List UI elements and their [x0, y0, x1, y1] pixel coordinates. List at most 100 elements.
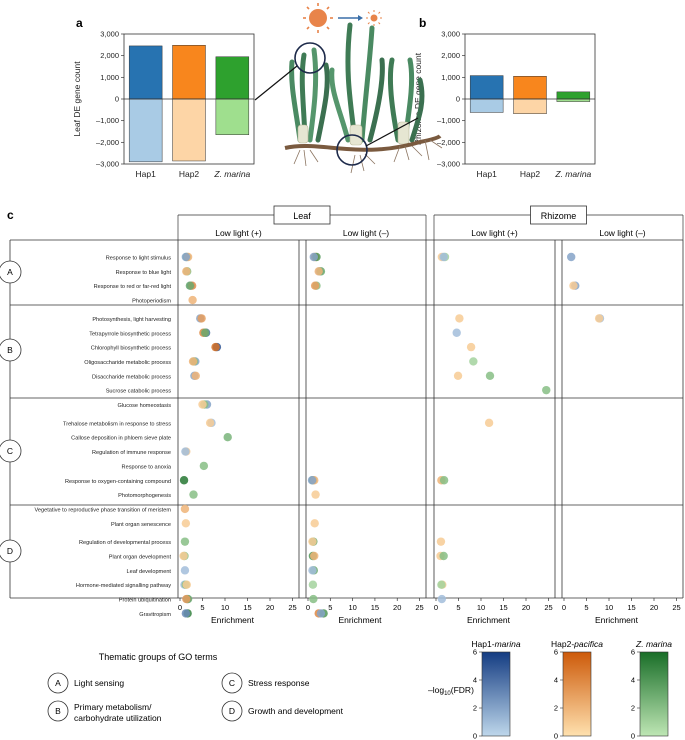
bar-down: [469, 98, 504, 113]
x-category-label: Z. marina: [213, 169, 250, 179]
x-axis-label: Enrichment: [211, 615, 255, 625]
legend-group-label: Primary metabolism/: [74, 702, 152, 712]
colorbar-tick-label: 6: [631, 648, 635, 657]
sun-large-icon: [303, 3, 333, 33]
tissue-header-box: [273, 205, 331, 225]
x-tick-label: 0: [306, 603, 310, 612]
enrichment-point: [466, 342, 476, 352]
x-tick-label: 15: [371, 603, 379, 612]
enrichment-point: [223, 433, 232, 442]
x-axis-label: Enrichment: [467, 615, 511, 625]
legend-title: Thematic groups of GO terms: [99, 652, 218, 662]
colorbar-tick-label: 4: [631, 676, 635, 685]
go-term-label: Glucose homeostasis: [118, 403, 172, 409]
x-tick-label: 10: [348, 603, 356, 612]
enrichment-point: [439, 551, 448, 561]
bar-up: [556, 91, 591, 100]
legend-group-key: D: [229, 706, 235, 716]
enrichment-point: [437, 580, 446, 589]
panel-label-a: a: [76, 16, 83, 30]
y-tick-label: –1,000: [96, 116, 119, 125]
group-circle-label: B: [7, 345, 13, 355]
legend: Thematic groups of GO terms A Light sensin…: [47, 639, 672, 740]
go-term-label: Response to blue light: [116, 270, 172, 276]
enrichment-point: [310, 281, 320, 290]
group-circle-label: A: [7, 267, 13, 277]
y-tick-label: 2,000: [100, 51, 119, 60]
x-tick-label: 20: [650, 603, 658, 612]
x-tick-label: 0: [178, 603, 182, 612]
go-term-label: Oligosaccharide metabolic process: [84, 360, 171, 366]
go-term-label: Regulation of developmental process: [79, 540, 171, 546]
legend-group-key: C: [229, 678, 235, 688]
arrow-right-icon: [338, 15, 363, 21]
y-tick-label: –1,000: [437, 116, 460, 125]
go-term-label: Plant organ senescence: [111, 522, 171, 528]
enrichment-point: [439, 252, 448, 262]
enrichment-point: [181, 519, 191, 528]
x-tick-label: 5: [456, 603, 460, 612]
bar-up: [215, 56, 250, 100]
sun-small-icon: [366, 10, 382, 26]
colorbar-tick-label: 4: [473, 676, 477, 685]
legend-group-circle: [221, 672, 243, 694]
go-term-label: Sucrose catabolic process: [106, 389, 171, 395]
tissue-header-box: [530, 205, 587, 225]
enrichment-point: [191, 371, 200, 380]
y-axis-label: Leaf DE gene count: [72, 61, 82, 137]
go-term-label: Callose deposition in phloem sieve plate: [71, 436, 171, 442]
enrichment-point: [180, 566, 190, 575]
colorbar-axis-label: –log10(FDR): [428, 685, 474, 697]
x-category-label: Hap2: [520, 169, 541, 179]
enrichment-point: [311, 490, 320, 499]
panel-label-b: b: [419, 16, 426, 30]
x-category-label: Hap2: [179, 169, 200, 179]
x-tick-label: 15: [627, 603, 635, 612]
colorbar-axis-label-tail: (FDR): [451, 685, 474, 695]
colorbar-title-plain: Hap2-: [551, 639, 574, 649]
group-circle: [0, 338, 22, 362]
condition-label: Low light (+): [471, 228, 518, 238]
enrichment-point: [439, 476, 449, 485]
x-tick-label: 20: [266, 603, 274, 612]
enrichment-point: [199, 461, 209, 471]
enrichment-point: [309, 252, 318, 262]
enrichment-point: [567, 252, 576, 262]
x-category-label: Z. marina: [554, 169, 591, 179]
x-tick-label: 0: [562, 603, 566, 612]
x-tick-label: 10: [605, 603, 613, 612]
y-tick-label: 0: [115, 95, 119, 104]
x-axis-label: Enrichment: [595, 615, 639, 625]
enrichment-point: [201, 328, 210, 337]
go-term-label: Response to anoxia: [122, 464, 172, 470]
y-tick-label: –2,000: [96, 138, 119, 147]
bar-up: [513, 76, 547, 100]
enrichment-point: [437, 594, 447, 604]
enrichment-point: [307, 476, 317, 485]
y-tick-label: 1,000: [100, 73, 119, 82]
colorbar-title: Z. marina: [635, 639, 672, 649]
enrichment-point: [308, 580, 318, 589]
colorbar-axis-label-main: –log: [428, 685, 444, 695]
y-tick-label: 0: [456, 95, 460, 104]
x-tick-label: 0: [434, 603, 438, 612]
enrichment-point: [310, 551, 319, 561]
legend-group-key: B: [55, 706, 61, 716]
condition-label: Low light (–): [343, 228, 389, 238]
enrichment-point: [569, 281, 578, 290]
go-term-label: Photosynthesis, light harvesting: [92, 317, 171, 323]
enrichment-point: [179, 551, 188, 561]
legend-group-circle: [47, 700, 69, 722]
group-circle: [0, 539, 22, 563]
colorbar: [562, 651, 592, 737]
colorbar-tick-label: 0: [473, 732, 477, 740]
enrichment-point: [181, 609, 191, 618]
enrichment-point: [180, 504, 190, 514]
x-tick-label: 25: [288, 603, 296, 612]
go-term-label: Regulation of immune response: [92, 450, 171, 456]
colorbar-title-italic: Z. marina: [635, 639, 672, 649]
colorbar: [481, 651, 511, 737]
go-term-label: Leaf development: [127, 569, 172, 575]
go-term-label: Vegetative to reproductive phase transit…: [35, 507, 172, 513]
